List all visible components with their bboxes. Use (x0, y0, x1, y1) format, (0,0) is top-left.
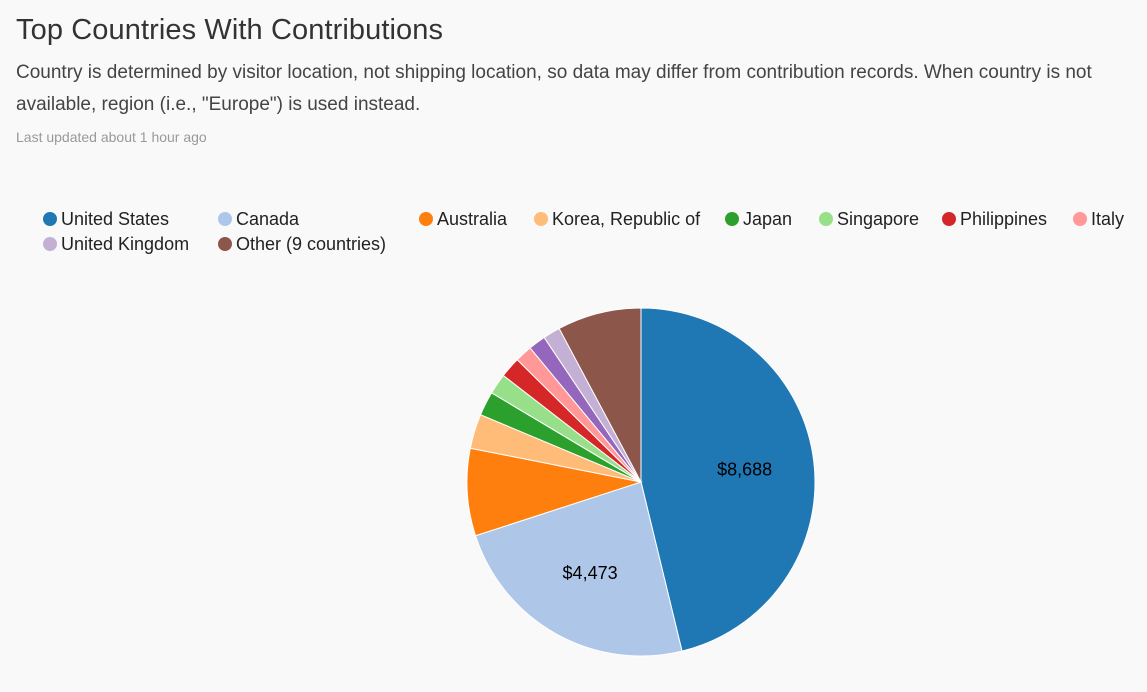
legend-swatch (725, 212, 739, 226)
pie-slice[interactable] (502, 358, 642, 483)
legend-item[interactable]: Italy (1073, 207, 1124, 231)
legend-item[interactable]: Philippines (942, 207, 1047, 231)
legend-swatch (218, 237, 232, 251)
legend-swatch (942, 212, 956, 226)
chart-description: Country is determined by visitor locatio… (16, 62, 1092, 115)
page-title: Top Countries With Contributions (16, 14, 444, 46)
legend-label: Other (9 countries) (236, 233, 387, 254)
chart-header: Top Countries With Contributions Country… (16, 10, 1126, 145)
legend-label: Korea, Republic of (552, 208, 701, 229)
legend-item[interactable]: Singapore (819, 207, 919, 231)
legend-label: Italy (1091, 208, 1125, 229)
pie-slice[interactable] (640, 307, 816, 652)
legend-item[interactable]: Japan (725, 207, 792, 231)
legend-item[interactable]: United States (43, 207, 169, 231)
last-updated-text: Last updated about 1 hour ago (16, 129, 207, 145)
legend-label: United States (61, 208, 170, 229)
slice-value-label: $4,473 (563, 563, 618, 583)
pie-slice[interactable] (474, 481, 683, 657)
legend-swatch (534, 212, 548, 226)
pie-slice[interactable] (466, 447, 643, 537)
pie-slice[interactable] (543, 327, 642, 483)
legend-label: Canada (236, 208, 300, 229)
pie-slice[interactable] (479, 392, 642, 483)
pie-slice[interactable] (469, 414, 642, 483)
pie-slice[interactable] (529, 336, 642, 483)
legend-label: Australia (437, 208, 508, 229)
legend-label: United Kingdom (61, 233, 190, 254)
slice-value-label: $8,688 (717, 460, 772, 480)
legend-swatch (43, 237, 57, 251)
legend-label: Singapore (837, 208, 920, 229)
legend-item[interactable]: Canada (218, 207, 299, 231)
legend-swatch (419, 212, 433, 226)
legend-item[interactable]: Other (9 countries) (218, 232, 386, 256)
legend-item[interactable]: Australia (419, 207, 507, 231)
legend-swatch (43, 212, 57, 226)
legend-swatch (1073, 212, 1087, 226)
legend-label: Philippines (960, 208, 1048, 229)
pie-slice[interactable] (516, 347, 642, 483)
legend-item[interactable]: United Kingdom (43, 232, 189, 256)
legend-swatch (218, 212, 232, 226)
legend-label: Japan (743, 208, 793, 229)
pie-slice[interactable] (490, 374, 642, 483)
pie-slice[interactable] (558, 307, 642, 483)
legend-item[interactable]: Korea, Republic of (534, 207, 700, 231)
legend-swatch (819, 212, 833, 226)
